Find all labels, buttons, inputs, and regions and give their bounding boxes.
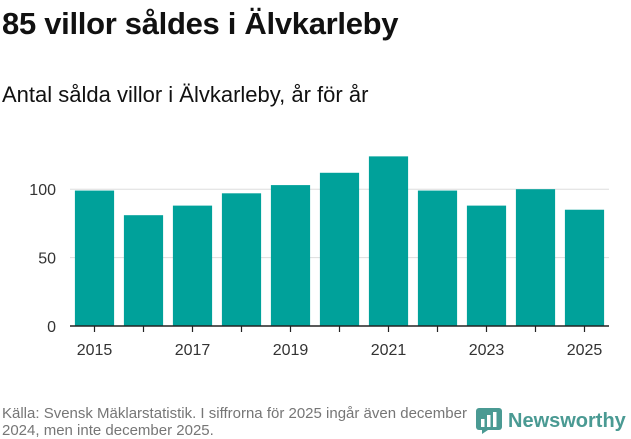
bar-2019 bbox=[270, 185, 311, 326]
bar-2025 bbox=[564, 209, 605, 326]
bar-2021 bbox=[368, 156, 409, 326]
x-tick-label: 2021 bbox=[371, 342, 407, 359]
bar-2022 bbox=[417, 190, 458, 326]
bar-2020 bbox=[319, 172, 360, 326]
y-tick-label: 0 bbox=[47, 319, 56, 336]
x-tick-label: 2017 bbox=[175, 342, 211, 359]
y-tick-label: 100 bbox=[29, 182, 56, 199]
brand-name: Newsworthy bbox=[508, 409, 626, 432]
y-axis-ticks: 0 50 100 bbox=[29, 182, 56, 336]
bar-2024 bbox=[515, 189, 556, 326]
source-note: Källa: Svensk Mäklarstatistik. I siffror… bbox=[2, 405, 467, 439]
x-tick-label: 2015 bbox=[77, 342, 113, 359]
bar-chart: 0 50 100 2015 2017 2019 2021 2023 2025 bbox=[29, 156, 609, 359]
chart-subtitle: Antal sålda villor i Älvkarleby, år för … bbox=[2, 82, 369, 107]
bar-2016 bbox=[123, 215, 164, 326]
bar-2017 bbox=[172, 205, 213, 326]
bar-2023 bbox=[466, 205, 507, 326]
newsworthy-logo[interactable]: Newsworthy bbox=[476, 408, 626, 434]
y-tick-label: 50 bbox=[38, 251, 56, 268]
bar-2018 bbox=[221, 193, 262, 326]
bar-layer bbox=[74, 156, 605, 326]
x-tick-label: 2019 bbox=[273, 342, 309, 359]
bar-2015 bbox=[74, 190, 115, 326]
x-axis-ticks: 2015 2017 2019 2021 2023 2025 bbox=[77, 326, 603, 359]
x-tick-label: 2025 bbox=[567, 342, 603, 359]
x-tick-label: 2023 bbox=[469, 342, 505, 359]
chart-title: 85 villor såldes i Älvkarleby bbox=[2, 6, 399, 41]
bar-chart-logo-icon bbox=[476, 408, 502, 434]
